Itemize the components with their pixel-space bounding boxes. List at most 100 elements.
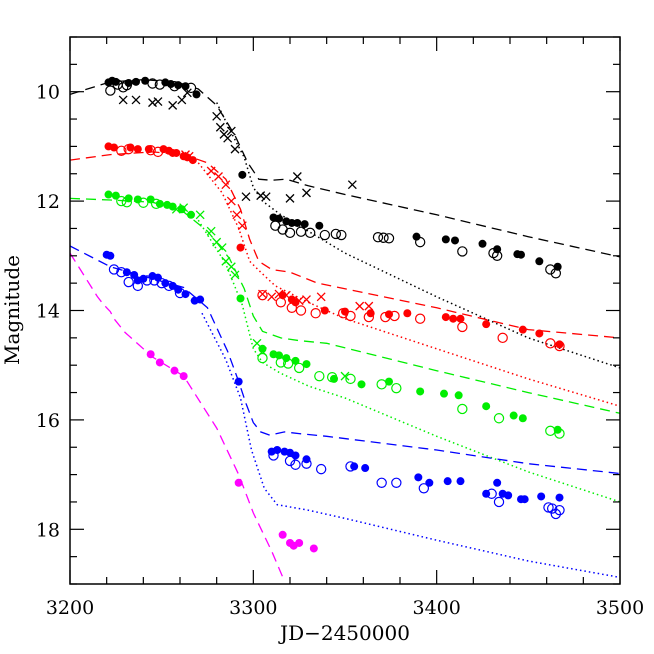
- axis-ticks: 3200 3300 3400 3500 10 12 14 16 18: [36, 36, 644, 619]
- filled-point-3-32: [520, 495, 529, 504]
- cross-point-1-6: [232, 210, 242, 220]
- filled-point-2-10: [236, 294, 245, 303]
- filled-point-4-2: [170, 366, 179, 375]
- cross-point-2-8: [230, 270, 240, 280]
- filled-point-2-26: [553, 425, 562, 434]
- filled-point-1-25: [518, 325, 527, 334]
- filled-point-4-4: [234, 478, 243, 487]
- cross-point-1-14: [316, 292, 326, 302]
- open-point-3-23: [554, 504, 565, 516]
- cross-point-1-13: [302, 295, 311, 305]
- filled-point-1-4: [144, 145, 153, 154]
- x-tick-label-0: 3200: [46, 597, 94, 619]
- filled-point-3-28: [493, 478, 502, 487]
- filled-point-2-25: [518, 414, 527, 423]
- y-tick-label-3: 16: [36, 410, 60, 432]
- filled-point-1-27: [555, 340, 564, 349]
- cross-point-1-9: [267, 292, 277, 302]
- filled-point-1-2: [126, 143, 135, 152]
- cross-point-2-2: [195, 210, 205, 220]
- open-point-2-12: [391, 382, 402, 394]
- model-curve-dotted-1: [197, 162, 620, 407]
- filled-point-4-3: [179, 372, 188, 381]
- filled-point-1-23: [456, 314, 465, 323]
- filled-point-0-20: [441, 235, 450, 244]
- open-point-0-15: [336, 229, 347, 241]
- model-curve-dashed-3: [70, 245, 620, 475]
- open-point-0-14: [330, 228, 342, 240]
- filled-point-0-9: [181, 82, 190, 91]
- open-point-0-18: [383, 233, 395, 244]
- model-curve-dashed-4: [70, 252, 286, 582]
- filled-point-0-25: [517, 250, 525, 259]
- filled-point-0-15: [287, 218, 296, 227]
- open-point-3-17: [418, 483, 430, 494]
- filled-point-0-2: [111, 77, 120, 86]
- filled-point-4-5: [278, 530, 287, 539]
- filled-point-1-26: [535, 329, 544, 338]
- filled-point-3-23: [414, 473, 423, 482]
- filled-point-3-30: [504, 491, 513, 500]
- cross-point-1-3: [214, 172, 223, 181]
- open-point-0-11: [295, 226, 307, 237]
- filled-point-1-13: [278, 291, 287, 300]
- open-point-2-13: [457, 403, 468, 415]
- cross-point-0-15: [261, 192, 271, 202]
- open-point-1-4: [257, 289, 268, 301]
- filled-point-0-19: [412, 232, 421, 241]
- filled-point-0-17: [300, 220, 309, 229]
- open-point-2-4: [257, 352, 268, 364]
- open-point-3-11: [290, 459, 301, 470]
- cross-point-0-0: [118, 95, 128, 105]
- cross-point-0-5: [177, 95, 187, 105]
- filled-point-0-7: [166, 80, 175, 89]
- open-point-3-15: [376, 477, 387, 489]
- filled-point-4-9: [309, 544, 318, 553]
- filled-point-3-24: [425, 478, 434, 487]
- filled-point-3-19: [291, 451, 300, 460]
- x-axis-label: JD−2450000: [278, 621, 410, 645]
- open-point-2-14: [493, 413, 505, 424]
- filled-point-1-12: [236, 243, 245, 252]
- x-tick-label-3: 3500: [596, 597, 644, 619]
- filled-point-0-11: [238, 170, 247, 179]
- open-point-0-16: [372, 232, 384, 243]
- cross-point-0-17: [292, 172, 302, 181]
- open-point-3-22: [550, 508, 562, 520]
- filled-point-2-19: [385, 377, 393, 386]
- filled-point-2-18: [357, 380, 366, 389]
- filled-point-1-8: [172, 148, 181, 157]
- open-point-3-19: [493, 496, 505, 508]
- filled-point-4-8: [295, 538, 304, 547]
- filled-point-3-27: [482, 489, 491, 498]
- open-point-2-15: [545, 425, 556, 437]
- cross-point-2-11: [340, 371, 350, 381]
- y-axis-label: Magnitude: [0, 255, 24, 365]
- open-point-0-20: [457, 246, 468, 257]
- open-point-2-10: [345, 373, 356, 385]
- open-point-0-10: [284, 227, 296, 239]
- filled-point-0-3: [124, 78, 133, 87]
- cross-point-2-5: [217, 243, 227, 253]
- filled-point-3-11: [181, 290, 190, 299]
- open-point-1-17: [545, 338, 556, 349]
- open-point-3-0: [108, 264, 120, 275]
- filled-point-2-20: [416, 387, 425, 396]
- model-curve-dotted-3: [201, 312, 620, 579]
- open-point-3-16: [391, 477, 402, 489]
- cross-point-0-7: [212, 111, 222, 121]
- filled-point-0-4: [132, 77, 140, 86]
- filled-point-3-25: [443, 477, 452, 486]
- y-tick-label-2: 14: [36, 301, 60, 323]
- model-curve-dashed-0: [70, 79, 620, 258]
- x-tick-label-2: 3400: [412, 597, 460, 619]
- filled-point-1-15: [291, 298, 300, 307]
- filled-point-1-22: [449, 314, 458, 323]
- filled-point-4-1: [155, 358, 164, 367]
- cross-point-0-1: [131, 95, 141, 105]
- filled-point-3-21: [350, 462, 359, 471]
- open-point-2-7: [293, 362, 305, 374]
- filled-point-3-33: [537, 492, 546, 501]
- open-point-1-0: [116, 145, 127, 156]
